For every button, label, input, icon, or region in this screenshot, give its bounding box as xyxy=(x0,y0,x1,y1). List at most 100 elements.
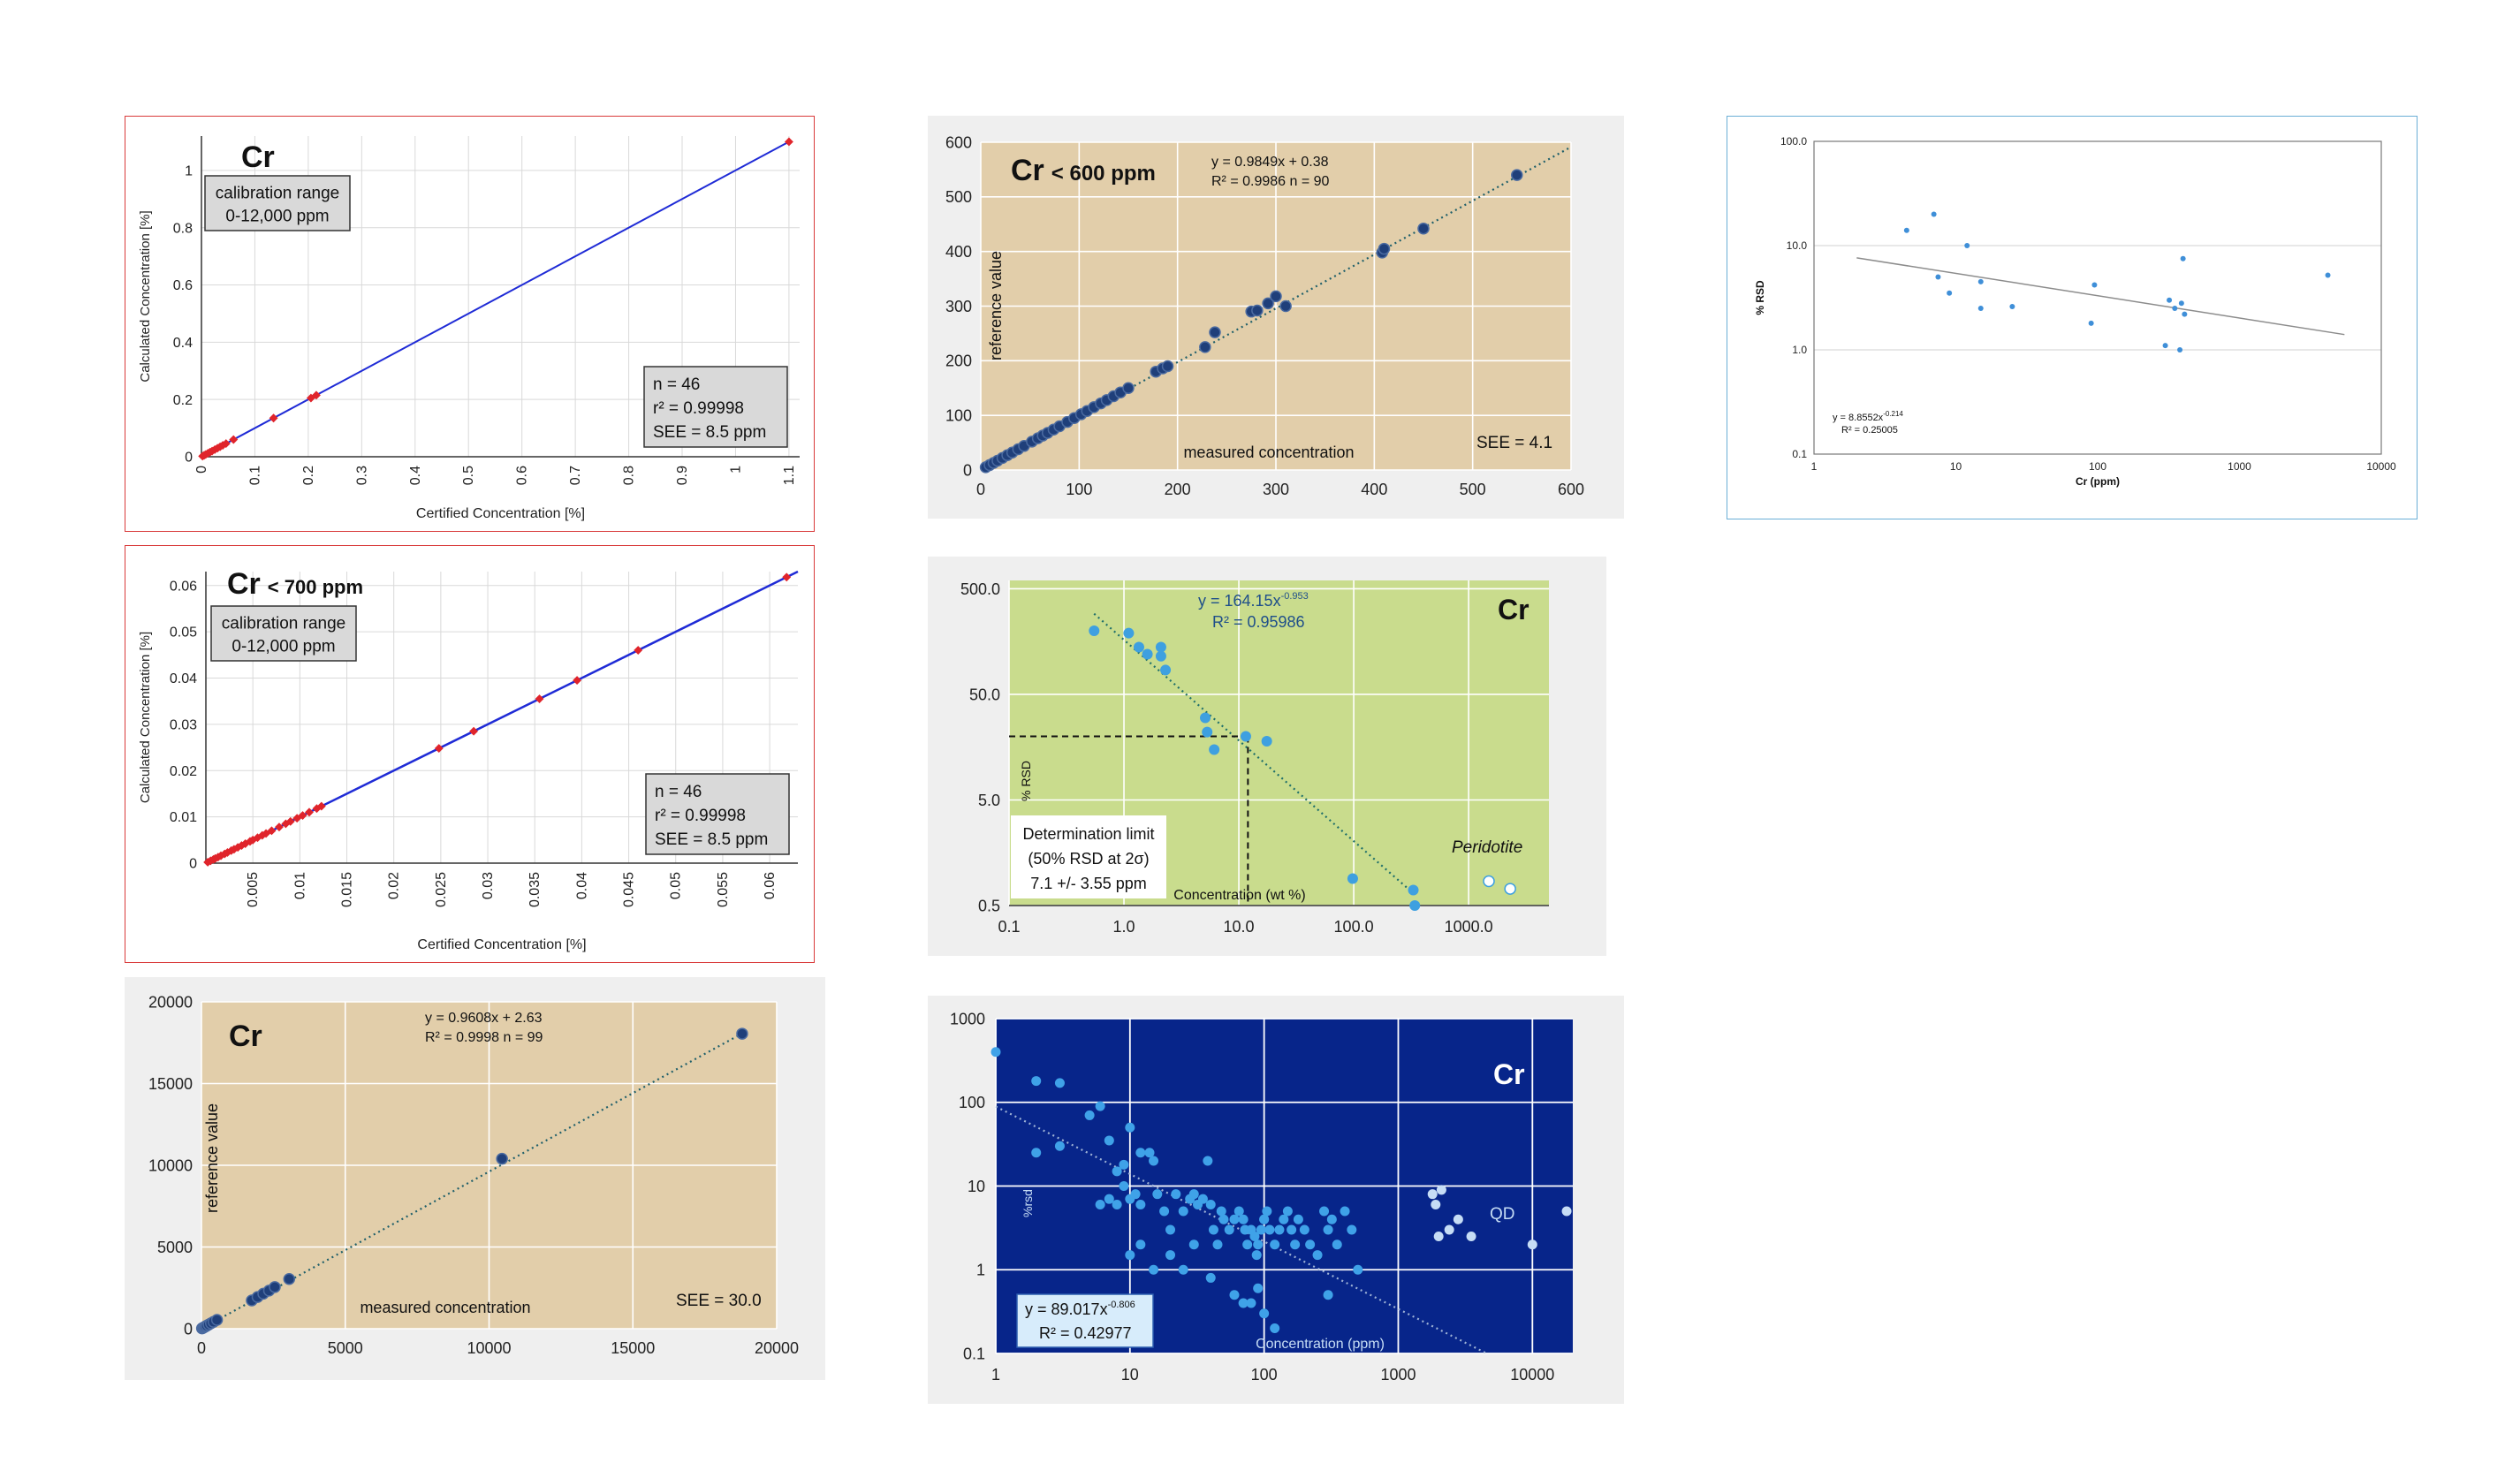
data-point xyxy=(1135,1148,1146,1158)
calibration-range-box-line: calibration range xyxy=(216,184,339,202)
data-point xyxy=(1347,873,1358,884)
equation-line: y = 164.15x-0.953 xyxy=(1198,591,1309,610)
equation-exponent: -0.214 xyxy=(1883,410,1903,418)
data-point xyxy=(1054,1141,1065,1151)
data-point xyxy=(2172,306,2178,312)
y-tick-label: 10000 xyxy=(148,1156,193,1174)
data-point xyxy=(1264,1224,1275,1235)
trend-line xyxy=(995,1105,1487,1354)
data-point xyxy=(1274,1224,1285,1235)
y-tick-label: 0.06 xyxy=(170,579,197,594)
r2-line: R² = 0.42977 xyxy=(1039,1324,1132,1342)
data-point xyxy=(1205,1200,1216,1210)
data-point xyxy=(634,646,643,655)
chart-cr-lt-600: 0 100 200 300 400 500 600 0 100 200 300 400 500 600 Cr… xyxy=(928,116,1624,519)
y-tick-label: 600 xyxy=(945,133,972,151)
peridotite-point xyxy=(1483,875,1495,888)
y-tick-label: 400 xyxy=(945,243,972,261)
equation-line: y = 0.9608x + 2.63 xyxy=(425,1011,543,1026)
y-tick-label: 10.0 xyxy=(1787,239,1808,252)
r2-line: R² = 0.25005 xyxy=(1841,425,1898,436)
y-tick-label: 500 xyxy=(945,188,972,206)
data-point xyxy=(1238,1214,1249,1224)
statistics-box-line: r² = 0.99998 xyxy=(653,399,744,418)
data-point xyxy=(1125,1250,1135,1261)
data-point xyxy=(1209,744,1220,755)
trend-line xyxy=(1093,612,1417,897)
data-point xyxy=(2180,255,2186,262)
data-point xyxy=(1256,1224,1266,1235)
data-point xyxy=(1977,278,1984,284)
data-point xyxy=(1202,726,1213,738)
data-point xyxy=(1246,1298,1256,1308)
data-point xyxy=(1287,1224,1297,1235)
chart-cr-rsd-ppm: 1 10 100 1000 10000 0.1 1 10 100 1000 QD Cr %rsd Conc… xyxy=(928,996,1624,1404)
x-tick-label: 0.5 xyxy=(461,466,476,485)
data-point xyxy=(1031,1076,1042,1087)
data-point xyxy=(2178,300,2184,307)
qd-point xyxy=(1444,1224,1454,1235)
data-point xyxy=(496,1152,508,1165)
data-point xyxy=(1119,1159,1129,1170)
data-point xyxy=(2088,320,2094,326)
y-axis-label: reference value xyxy=(203,1103,221,1213)
data-point xyxy=(1353,1264,1363,1275)
equation-line: y = 89.017x-0.806 xyxy=(1025,1300,1135,1318)
data-point xyxy=(1964,243,1970,248)
data-point xyxy=(1251,304,1264,317)
y-tick-label: 0.1 xyxy=(963,1345,985,1362)
x-tick-label: 1.0 xyxy=(1113,918,1135,936)
y-tick-label: 10 xyxy=(968,1178,985,1195)
y-tick-label: 0.01 xyxy=(170,810,197,825)
data-point xyxy=(1305,1239,1316,1250)
statistics-box-rect xyxy=(643,366,788,448)
x-tick-label: 0.06 xyxy=(763,872,778,899)
data-point xyxy=(1319,1206,1330,1217)
data-point xyxy=(1155,650,1166,662)
x-tick-label: 0.1 xyxy=(247,466,262,485)
x-tick-label: 0.055 xyxy=(716,872,731,907)
statistics-box-rect xyxy=(645,773,790,855)
chart-cr-rsd-determination: 0.1 1.0 10.0 100.0 1000.0 0.5 5.0 50.0 500.0 Peri… xyxy=(928,557,1606,956)
x-tick-label: 100 xyxy=(1066,481,1092,498)
x-tick-label: 0.1 xyxy=(998,918,1020,936)
calibration-line xyxy=(201,140,790,458)
data-point xyxy=(312,390,321,400)
data-point xyxy=(1253,1283,1264,1293)
data-point xyxy=(1261,736,1272,747)
data-point xyxy=(1031,1148,1042,1158)
data-point xyxy=(210,1314,224,1326)
y-tick-label: 5.0 xyxy=(978,792,1000,809)
data-point xyxy=(1340,1206,1350,1217)
data-point xyxy=(1262,1206,1272,1217)
chart-title: Cr xyxy=(1498,594,1529,625)
data-point xyxy=(1188,1239,1199,1250)
x-tick-label: 10 xyxy=(1950,460,1962,473)
y-axis-label: %rsd xyxy=(1021,1189,1035,1217)
data-point xyxy=(269,413,278,423)
data-point xyxy=(1903,227,1909,233)
data-point xyxy=(1233,1206,1244,1217)
data-point xyxy=(2182,311,2188,317)
data-point xyxy=(1212,1239,1223,1250)
see-label: SEE = 30.0 xyxy=(676,1292,762,1310)
statistics-box: n = 46 r² = 0.99998 SEE = 8.5 ppm xyxy=(645,773,790,855)
chart-title-range: < 600 ppm xyxy=(1051,162,1156,186)
data-point xyxy=(1270,1239,1280,1250)
data-point xyxy=(1178,1206,1188,1217)
see-label: SEE = 4.1 xyxy=(1476,434,1552,452)
data-point xyxy=(1178,1264,1188,1275)
statistics-box-line: SEE = 8.5 ppm xyxy=(655,830,768,849)
y-tick-label: 20000 xyxy=(148,993,193,1011)
data-point xyxy=(1270,1323,1280,1333)
plot-area xyxy=(1814,141,2381,454)
y-tick-label: 0.02 xyxy=(170,764,197,779)
chart-panel-cr-rsd-small: 1 10 100 1000 10000 0.1 1.0 10.0 100.0 y = 8.8552… xyxy=(1727,116,2418,519)
x-tick-label: 1.1 xyxy=(782,466,797,485)
x-tick-label: 0.8 xyxy=(622,466,637,485)
data-point xyxy=(1188,1189,1199,1200)
calibration-range-box: calibration range 0-12,000 ppm xyxy=(210,605,357,662)
data-point xyxy=(2009,304,2015,310)
y-tick-label: 300 xyxy=(945,298,972,315)
data-point xyxy=(269,1281,281,1293)
